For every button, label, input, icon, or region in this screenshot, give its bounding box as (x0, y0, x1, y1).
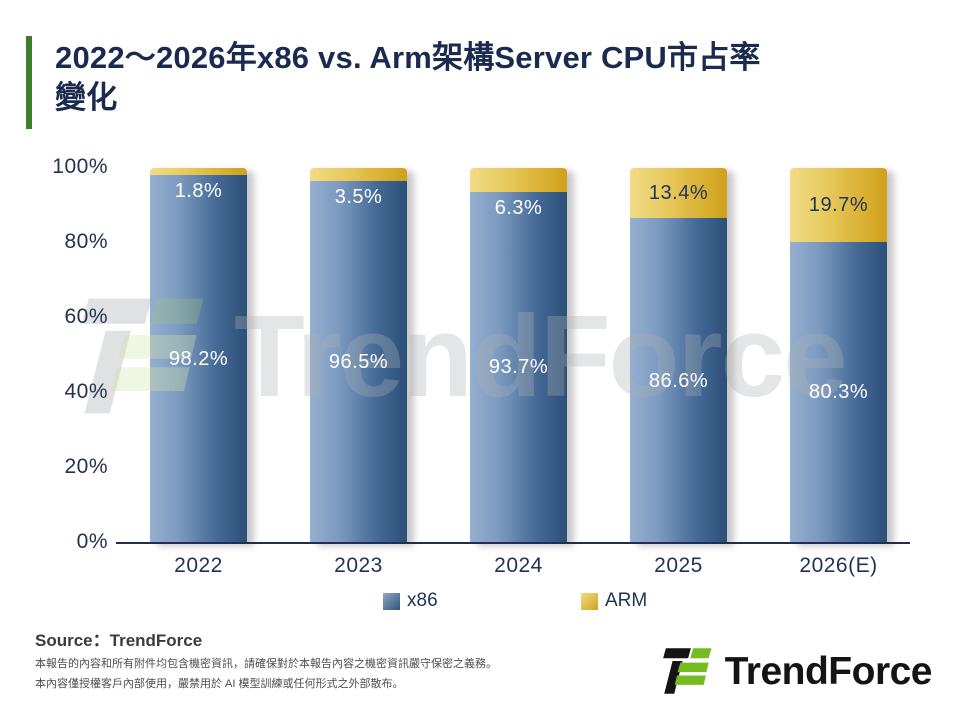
bar-segment-arm-2024 (470, 168, 567, 192)
trendforce-logo-icon (662, 648, 712, 694)
bar-2022 (150, 168, 247, 543)
y-axis-tick-label: 40% (64, 380, 108, 403)
arm-value-label-2026(E): 19.7% (808, 193, 869, 216)
bar-segment-arm-2023 (310, 168, 407, 182)
x86-legend-label: x86 (407, 590, 438, 611)
arm-legend-label: ARM (605, 590, 648, 611)
disclaimer-line2: 本內容僅授權客戶內部使用，嚴禁用於 AI 模型訓練或任何形式之外部散布。 (35, 678, 404, 690)
y-axis-tick-label: 20% (64, 455, 108, 478)
x-axis-category-label: 2025 (654, 554, 703, 577)
source-label: Source：TrendForce (35, 631, 203, 650)
x-axis-category-label: 2023 (334, 554, 383, 577)
trendforce-logo-text: TrendForce (724, 649, 933, 693)
x86-value-label-2022: 98.2% (168, 347, 229, 370)
bar-2026(E) (790, 168, 887, 543)
bar-2023 (310, 168, 407, 543)
bar-segment-x86-2024 (470, 191, 567, 543)
bar-segment-arm-2022 (150, 168, 247, 175)
x-axis-category-label: 2022 (174, 554, 223, 577)
page-title: 2022～2026年x86 vs. Arm架構Server CPU市占率 變化 (55, 38, 915, 118)
title-accent-bar (26, 36, 32, 129)
y-axis-tick-label: 80% (64, 230, 108, 253)
disclaimer-line1: 本報告的內容和所有附件均包含機密資訊，請確保對於本報告內容之機密資訊嚴守保密之義… (35, 658, 497, 670)
x86-value-label-2026(E): 80.3% (808, 381, 869, 404)
arm-value-label-2023: 3.5% (334, 186, 383, 209)
bar-segment-x86-2023 (310, 181, 407, 543)
bar-2024 (470, 168, 567, 543)
bar-segment-x86-2022 (150, 174, 247, 543)
x86-legend-swatch (383, 592, 400, 610)
arm-legend-swatch (581, 592, 598, 610)
x86-value-label-2023: 96.5% (328, 351, 389, 374)
legend-item-arm: ARM (581, 590, 647, 612)
x86-value-label-2025: 86.6% (648, 369, 709, 392)
y-axis-tick-label: 60% (64, 305, 108, 328)
arm-value-label-2024: 6.3% (494, 196, 543, 219)
legend-item-x86: x86 (383, 590, 438, 612)
y-axis-tick-label: 100% (52, 155, 108, 178)
x-axis-line (116, 542, 910, 544)
arm-value-label-2022: 1.8% (174, 179, 223, 202)
x-axis-category-label: 2026(E) (799, 554, 878, 577)
x86-value-label-2024: 93.7% (488, 356, 549, 379)
arm-value-label-2025: 13.4% (648, 182, 709, 205)
disclaimer-text: 本報告的內容和所有附件均包含機密資訊，請確保對於本報告內容之機密資訊嚴守保密之義… (35, 654, 497, 694)
page-title-line1: 2022～2026年x86 vs. Arm架構Server CPU市占率 (55, 40, 761, 75)
bar-2025 (630, 168, 727, 543)
trendforce-logo: TrendForce (659, 646, 933, 696)
x-axis-category-label: 2024 (494, 554, 543, 577)
bar-segment-arm-2025 (630, 168, 727, 219)
bar-segment-arm-2026(E) (790, 168, 887, 242)
y-axis-tick-label: 0% (76, 530, 108, 553)
bar-segment-x86-2026(E) (790, 241, 887, 543)
bar-segment-x86-2025 (630, 218, 727, 543)
page-title-line2: 變化 (55, 80, 118, 115)
